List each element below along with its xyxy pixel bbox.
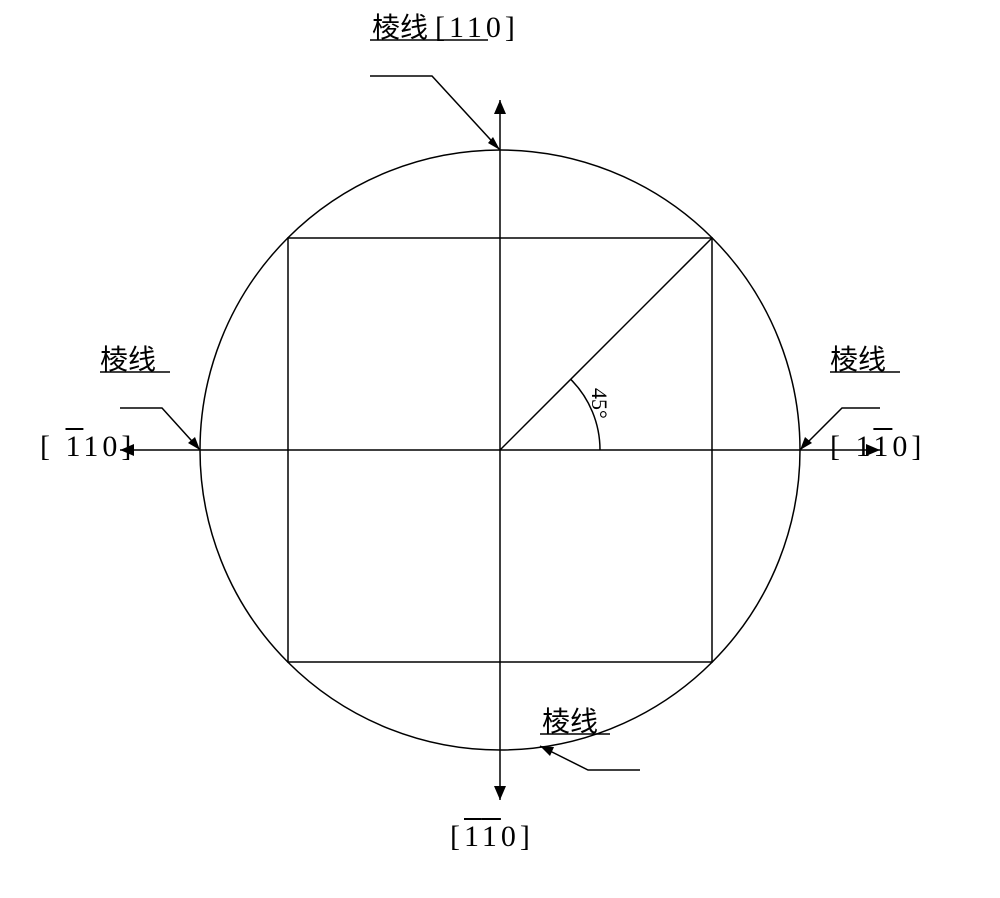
label-edge-right: 棱线 <box>830 338 886 378</box>
miller-left: [ 110] <box>40 430 135 464</box>
leader-bottom-arrow <box>540 746 554 756</box>
label-edge-top: 棱线 [110] <box>372 6 519 46</box>
label-edge-bottom: 棱线 <box>542 700 598 740</box>
miller-top: [110] <box>435 11 519 44</box>
leader-top <box>370 76 500 150</box>
miller-right: [ 110] <box>830 430 925 464</box>
angle-label: 45° <box>586 388 612 419</box>
label-edge-left: 棱线 <box>100 338 156 378</box>
leader-bottom <box>540 746 640 770</box>
arrow-down <box>494 786 506 800</box>
miller-bottom: [110] <box>450 820 534 854</box>
arrow-up <box>494 100 506 114</box>
